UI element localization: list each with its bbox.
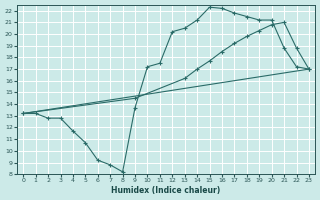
X-axis label: Humidex (Indice chaleur): Humidex (Indice chaleur): [111, 186, 221, 195]
